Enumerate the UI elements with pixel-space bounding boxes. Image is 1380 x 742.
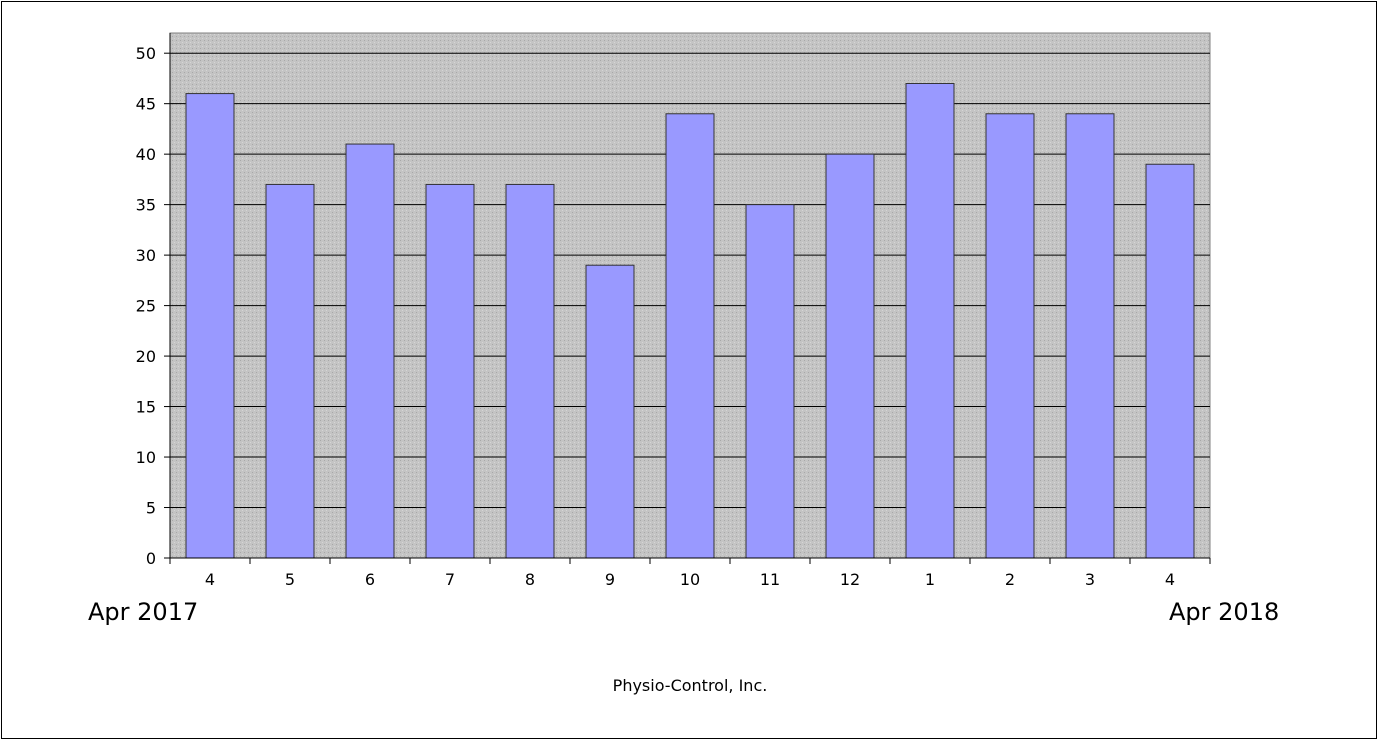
y-tick-label: 20	[136, 347, 156, 366]
axes	[164, 33, 1211, 564]
x-tick-label: 8	[525, 570, 535, 589]
bar	[585, 264, 635, 559]
y-tick-label: 45	[136, 95, 156, 114]
bar	[665, 113, 715, 559]
bar	[985, 113, 1035, 559]
x-tick-label: 7	[445, 570, 455, 589]
x-tick-label: 12	[840, 570, 860, 589]
bar	[425, 183, 475, 559]
x-axis-end-label: Apr 2018	[1169, 598, 1280, 626]
y-tick-label: 10	[136, 448, 156, 467]
y-tick-label: 25	[136, 297, 156, 316]
y-tick-label: 35	[136, 196, 156, 215]
bar	[185, 93, 235, 559]
y-tick-label: 15	[136, 398, 156, 417]
x-tick-label: 1	[925, 570, 935, 589]
x-tick-label: 2	[1005, 570, 1015, 589]
x-tick-label: 3	[1085, 570, 1095, 589]
y-tick-label: 30	[136, 246, 156, 265]
y-tick-label: 50	[136, 44, 156, 63]
y-tick-label: 40	[136, 145, 156, 164]
bar	[345, 143, 395, 559]
footer-credit: Physio-Control, Inc.	[612, 676, 768, 695]
x-tick-label: 6	[365, 570, 375, 589]
bar	[1065, 113, 1115, 559]
x-tick-label: 10	[680, 570, 700, 589]
y-tick-labels: 0 5 10 15 20 25 30 35 40 45 50	[136, 44, 156, 568]
x-tick-label: 4	[1165, 570, 1175, 589]
x-tick-label: 4	[205, 570, 215, 589]
bar	[1145, 163, 1195, 559]
y-tick-label: 5	[146, 499, 156, 518]
bar	[905, 82, 955, 559]
bar	[745, 204, 795, 559]
bar	[825, 153, 875, 559]
x-axis-start-label: Apr 2017	[88, 598, 199, 626]
x-tick-label: 11	[760, 570, 780, 589]
x-tick-labels: 4 5 6 7 8 9 10 11 12 1 2 3 4	[205, 570, 1175, 589]
x-tick-label: 5	[285, 570, 295, 589]
y-tick-label: 0	[146, 549, 156, 568]
bar	[265, 183, 315, 559]
bar	[505, 183, 555, 559]
x-tick-label: 9	[605, 570, 615, 589]
